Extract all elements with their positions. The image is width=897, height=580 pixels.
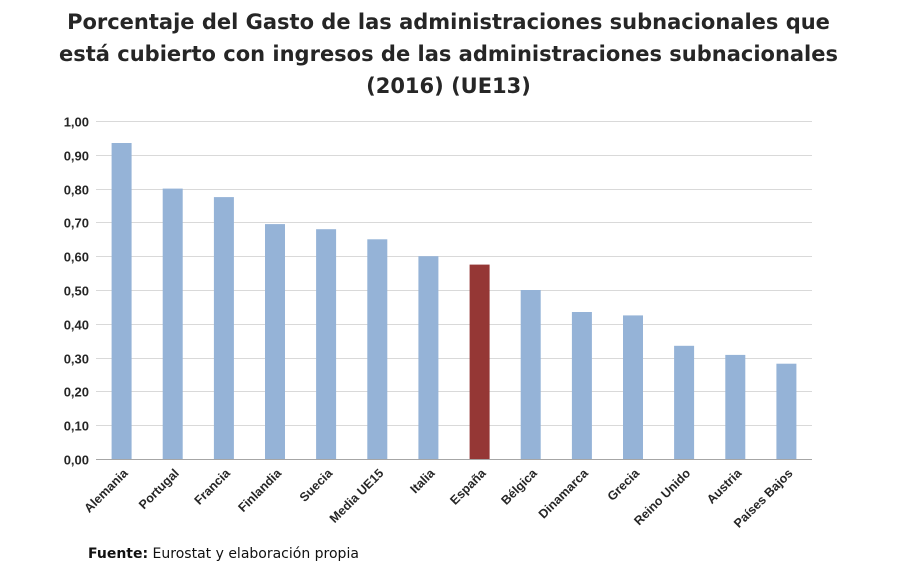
source-label: Fuente: — [88, 546, 149, 562]
y-tick-label: 1,00 — [64, 115, 89, 130]
x-tick-label: España — [447, 465, 489, 507]
y-tick-label: 0,60 — [64, 250, 89, 265]
y-tick-label: 0,40 — [64, 318, 89, 333]
bar-países-bajos — [776, 363, 797, 459]
bar-austria — [725, 354, 746, 459]
chart-title-line-2: está cubierto con ingresos de las admini… — [59, 42, 838, 66]
y-tick-label: 0,80 — [64, 183, 89, 198]
bar-italia — [418, 256, 439, 459]
x-tick-label: Bélgica — [498, 465, 540, 507]
x-tick-label: Alemania — [81, 465, 131, 515]
chart-title-line-1: Porcentaje del Gasto de las administraci… — [67, 10, 830, 34]
bar-francia — [213, 197, 234, 459]
y-tick-label: 0,70 — [64, 216, 89, 231]
y-tick-label: 0,30 — [64, 352, 89, 367]
y-tick-label: 0,90 — [64, 149, 89, 164]
bar-dinamarca — [571, 312, 592, 459]
bar-portugal — [162, 188, 183, 459]
y-tick-label: 0,20 — [64, 385, 89, 400]
x-tick-label: Francia — [192, 465, 234, 507]
x-tick-label: Media UE15 — [327, 466, 387, 526]
x-tick-label: Portugal — [136, 466, 182, 512]
bar-media-ue15 — [367, 239, 388, 459]
source-note: Fuente: Eurostat y elaboración propia — [88, 546, 359, 562]
source-text: Eurostat y elaboración propia — [152, 546, 359, 562]
bar-grecia — [623, 315, 643, 459]
chart-title-line-3: (2016) (UE13) — [366, 74, 531, 98]
y-tick-label: 0,50 — [64, 284, 89, 299]
x-tick-label: Suecia — [297, 465, 336, 504]
y-tick-label: 0,00 — [64, 453, 89, 468]
x-tick-label: Finlandia — [235, 465, 284, 514]
x-tick-label: Grecia — [605, 465, 643, 503]
bar-alemania — [111, 143, 132, 459]
bar-españa — [469, 264, 490, 459]
x-tick-label: Dinamarca — [536, 465, 592, 521]
y-tick-label: 0,10 — [64, 419, 89, 434]
bar-reino-unido — [674, 345, 695, 459]
x-tick-label: Italia — [407, 465, 438, 496]
bar-bélgica — [520, 290, 541, 459]
x-tick-label: Austria — [704, 465, 745, 506]
bar-chart: 0,00 0,10 0,20 0,30 0,40 0,50 0,60 0,70 0,80 0,90… — [64, 115, 812, 531]
bar-suecia — [316, 229, 337, 459]
chart-title: Porcentaje del Gasto de las administraci… — [0, 6, 897, 102]
bar-finlandia — [265, 224, 285, 459]
